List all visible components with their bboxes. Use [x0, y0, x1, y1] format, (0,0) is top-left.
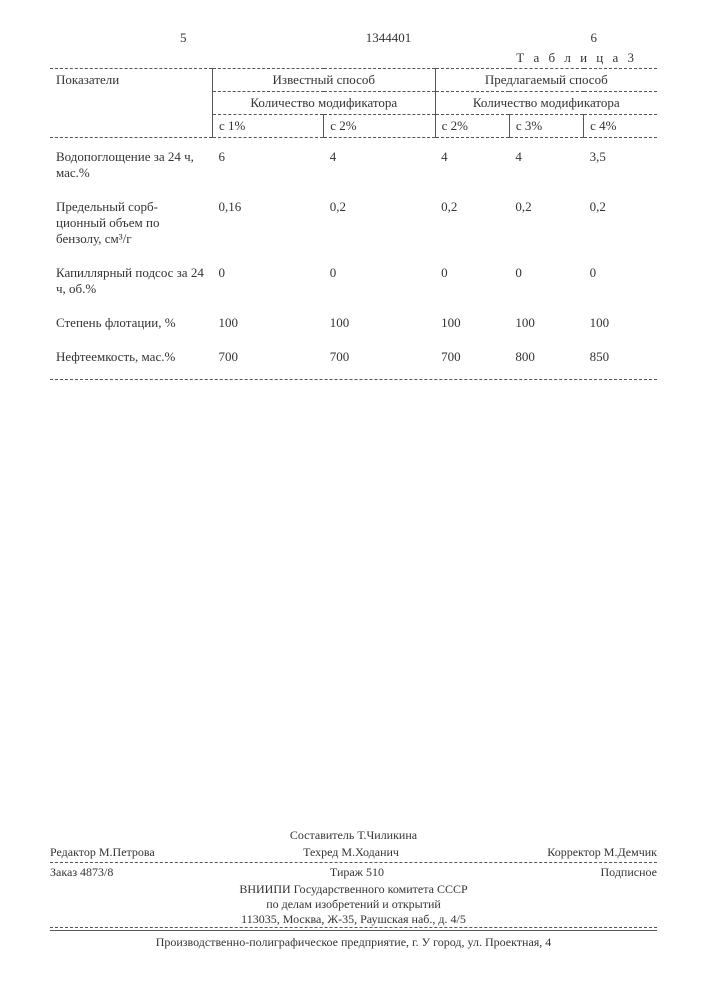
cell: 0,16	[213, 189, 324, 255]
row-label: Степень флотации, %	[50, 305, 213, 339]
cell: 100	[324, 305, 435, 339]
printer: Производственно-полиграфическое предприя…	[50, 935, 657, 950]
circulation: Тираж 510	[330, 865, 384, 880]
table-row: Нефтеемкость, мас.% 700 700 700 800 850	[50, 339, 657, 373]
cell: 0	[435, 255, 509, 305]
col-indicator: Показатели	[50, 69, 213, 138]
cell: 850	[584, 339, 657, 373]
cell: 0,2	[509, 189, 583, 255]
cell: 100	[213, 305, 324, 339]
col-c4: с 4%	[584, 115, 657, 138]
col-number-right: 6	[591, 30, 598, 46]
table-row: Водопоглощение за 24 ч, мас.% 6 4 4 4 3,…	[50, 139, 657, 189]
col-c2b: с 2%	[435, 115, 509, 138]
cell: 100	[509, 305, 583, 339]
table-row: Капиллярный подсос за 24 ч, об.% 0 0 0 0…	[50, 255, 657, 305]
corrector: Корректор М.Демчик	[547, 845, 657, 860]
col-c3: с 3%	[509, 115, 583, 138]
cell: 0	[509, 255, 583, 305]
cell: 4	[324, 139, 435, 189]
table-bottom-rule	[50, 379, 657, 380]
col-known-method: Известный способ	[213, 69, 436, 92]
cell: 800	[509, 339, 583, 373]
row-label: Водопоглощение за 24 ч, мас.%	[50, 139, 213, 189]
cell: 100	[435, 305, 509, 339]
cell: 0	[213, 255, 324, 305]
org-line-1: ВНИИПИ Государственного комитета СССР	[50, 882, 657, 897]
cell: 100	[584, 305, 657, 339]
compiler: Составитель Т.Чиликина	[50, 828, 657, 843]
cell: 6	[213, 139, 324, 189]
row-label: Капиллярный подсос за 24 ч, об.%	[50, 255, 213, 305]
cell: 4	[435, 139, 509, 189]
table-row: Предельный сорб- ционный объем по бензол…	[50, 189, 657, 255]
subscription: Подписное	[601, 865, 658, 880]
col-number-left: 5	[180, 30, 187, 46]
imprint-block: Составитель Т.Чиликина Редактор М.Петров…	[50, 828, 657, 950]
table-row: Степень флотации, % 100 100 100 100 100	[50, 305, 657, 339]
tech-editor: Техред М.Ходанич	[303, 845, 399, 860]
cell: 3,5	[584, 139, 657, 189]
org-line-2: по делам изобретений и открытий	[50, 897, 657, 912]
cell: 700	[213, 339, 324, 373]
col-c1: с 1%	[213, 115, 324, 138]
address: 113035, Москва, Ж-35, Раушская наб., д. …	[50, 912, 657, 927]
qty-label-1: Количество модификатора	[213, 92, 436, 115]
col-c2a: с 2%	[324, 115, 435, 138]
col-proposed-method: Предлагаемый способ	[435, 69, 657, 92]
data-table: Показатели Известный способ Предлагаемый…	[50, 68, 657, 373]
cell: 700	[435, 339, 509, 373]
cell: 700	[324, 339, 435, 373]
order-number: Заказ 4873/8	[50, 865, 113, 880]
cell: 0,2	[324, 189, 435, 255]
cell: 0,2	[435, 189, 509, 255]
document-number: 1344401	[366, 30, 412, 46]
page-header: 5 1344401 6	[180, 30, 597, 46]
row-label: Предельный сорб- ционный объем по бензол…	[50, 189, 213, 255]
cell: 0,2	[584, 189, 657, 255]
cell: 0	[324, 255, 435, 305]
cell: 0	[584, 255, 657, 305]
editor: Редактор М.Петрова	[50, 845, 155, 860]
qty-label-2: Количество модификатора	[435, 92, 657, 115]
row-label: Нефтеемкость, мас.%	[50, 339, 213, 373]
cell: 4	[509, 139, 583, 189]
table-caption: Т а б л и ц а 3	[50, 50, 637, 66]
